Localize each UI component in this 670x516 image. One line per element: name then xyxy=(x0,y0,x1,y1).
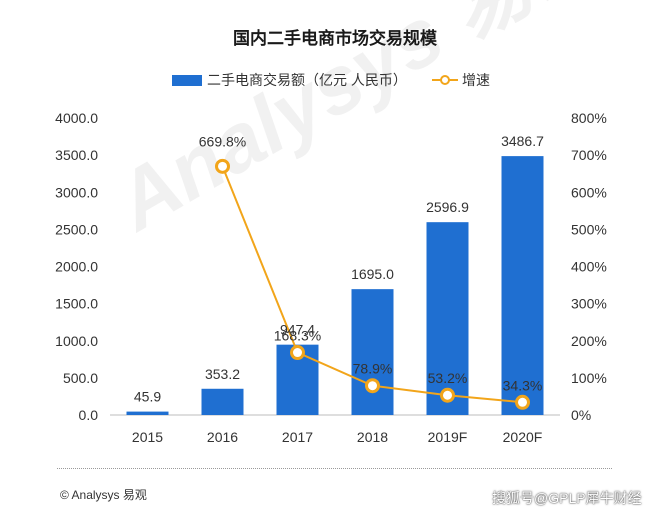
bar xyxy=(501,156,544,415)
growth-value-label: 168.3% xyxy=(274,328,321,344)
x-tick-label: 2018 xyxy=(357,429,388,445)
legend-marker-line xyxy=(440,75,450,85)
legend: 二手电商交易额（亿元 人民币） 增速 xyxy=(172,72,490,88)
bar xyxy=(126,411,169,415)
legend-label-bar: 二手电商交易额（亿元 人民币） xyxy=(207,72,407,88)
x-tick-label: 2017 xyxy=(282,429,313,445)
bar-value-label: 1695.0 xyxy=(351,266,394,282)
bar-value-label: 45.9 xyxy=(134,389,161,405)
y-right-tick-label: 800% xyxy=(571,110,607,126)
source-note: © Analysys 易观 xyxy=(60,488,147,502)
y-left-tick-label: 500.0 xyxy=(63,370,98,386)
x-tick-label: 2015 xyxy=(132,429,163,445)
bar xyxy=(426,222,469,415)
data-labels: 45.9 353.2 947.4 1695.0 2596.9 3486.7 669.8% 16… xyxy=(134,133,544,404)
y-left-tick-label: 1000.0 xyxy=(55,333,98,349)
y-left-tick-label: 3000.0 xyxy=(55,184,98,200)
y-right-tick-label: 300% xyxy=(571,296,607,312)
bar xyxy=(351,289,394,415)
growth-line xyxy=(215,158,530,410)
growth-point xyxy=(440,387,455,403)
growth-point xyxy=(515,394,530,410)
y-left-tick-label: 1500.0 xyxy=(55,296,98,312)
y-right-tick-label: 400% xyxy=(571,259,607,275)
x-tick-label: 2019F xyxy=(428,429,468,445)
y-left-tick-label: 4000.0 xyxy=(55,110,98,126)
y-right-tick-label: 200% xyxy=(571,333,607,349)
y-left-tick-label: 3500.0 xyxy=(55,147,98,163)
growth-value-label: 53.2% xyxy=(428,370,468,386)
bar-value-label: 3486.7 xyxy=(501,133,544,149)
x-tick-label: 2016 xyxy=(207,429,238,445)
bars xyxy=(126,156,544,415)
growth-point xyxy=(290,345,305,361)
bar-value-label: 353.2 xyxy=(205,366,240,382)
x-tick-label: 2020F xyxy=(503,429,543,445)
legend-swatch-bar xyxy=(172,75,202,86)
bar-value-label: 947.4 xyxy=(280,322,315,338)
y-left-tick-label: 2500.0 xyxy=(55,221,98,237)
y-right-tick-label: 100% xyxy=(571,370,607,386)
growth-point xyxy=(365,378,380,394)
footer-divider xyxy=(57,468,612,469)
growth-value-label: 78.9% xyxy=(353,361,393,377)
y-right-tick-label: 0% xyxy=(571,407,591,423)
growth-value-label: 669.8% xyxy=(199,133,246,149)
growth-value-label: 34.3% xyxy=(503,377,543,393)
chart-title: 国内二手电商市场交易规模 xyxy=(233,28,438,48)
y-right-tick-label: 700% xyxy=(571,147,607,163)
legend-label-line: 增速 xyxy=(462,72,490,88)
y-left-tick-label: 0.0 xyxy=(79,407,99,423)
y-right-tick-label: 500% xyxy=(571,221,607,237)
growth-point xyxy=(215,158,230,174)
y-left-tick-label: 2000.0 xyxy=(55,259,98,275)
axes: 0.0 500.0 1000.0 1500.0 2000.0 2500.0 3000.0 35… xyxy=(55,110,607,445)
bar xyxy=(201,388,244,415)
y-right-tick-label: 600% xyxy=(571,184,607,200)
bar-value-label: 2596.9 xyxy=(426,199,469,215)
credit-watermark: 搜狐号@GPLP犀牛财经 xyxy=(492,490,642,506)
